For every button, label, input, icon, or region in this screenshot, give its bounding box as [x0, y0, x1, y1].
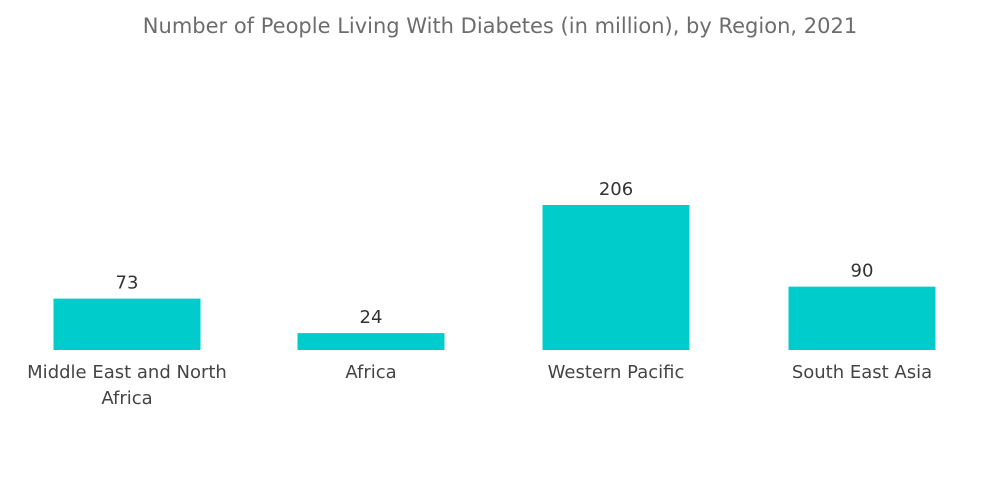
bar-3: [788, 286, 936, 350]
value-label-1: 24: [360, 307, 383, 328]
bar-1: [297, 333, 445, 350]
value-label-0: 73: [116, 273, 139, 294]
chart-title: Number of People Living With Diabetes (i…: [142, 14, 858, 38]
value-label-3: 90: [851, 261, 874, 282]
category-label-1-line-0: Africa: [345, 362, 396, 383]
category-label-3-line-0: South East Asia: [792, 362, 932, 383]
category-label-2-line-0: Western Pacific: [548, 362, 685, 383]
category-label-0-line-0: Middle East and North: [27, 362, 227, 383]
bar-2: [542, 205, 690, 350]
bar-0: [53, 298, 201, 350]
category-label-0-line-1: Africa: [101, 388, 152, 409]
value-label-2: 206: [599, 179, 633, 200]
